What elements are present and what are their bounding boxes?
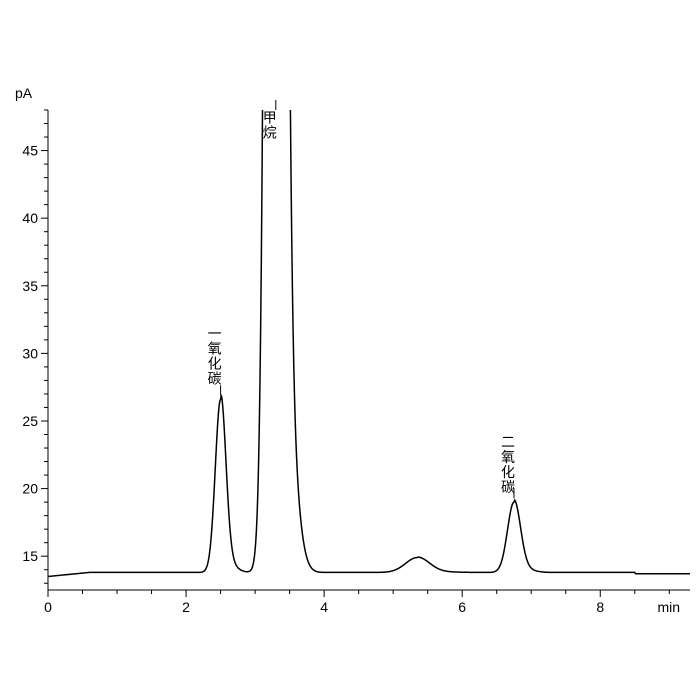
y-tick-label: 40 — [22, 210, 38, 226]
peak-label: 甲烷 — [262, 110, 278, 140]
chart-svg: 15 20 25 30 35 40 45 0 2 4 6 8 pA min 一氧化碳 甲烷二氧化碳 — [0, 0, 700, 700]
x-tick-label: 6 — [458, 599, 466, 615]
y-tick-label: 25 — [22, 413, 38, 429]
x-tick-label: 2 — [182, 599, 190, 615]
y-tick-label: 15 — [22, 548, 38, 564]
x-tick-label: 4 — [320, 599, 328, 615]
y-tick-label: 35 — [22, 278, 38, 294]
y-tick-label: 20 — [22, 481, 38, 497]
chromatogram-chart: 15 20 25 30 35 40 45 0 2 4 6 8 pA min 一氧化碳 甲烷二氧化碳 — [0, 0, 700, 700]
x-axis-label: min — [657, 599, 680, 615]
peak-label: 二氧化碳 — [500, 435, 516, 495]
x-tick-label: 0 — [44, 599, 52, 615]
y-axis-label: pA — [15, 85, 33, 101]
chromatogram-trace — [48, 0, 690, 576]
peak-label: 一氧化碳 — [207, 326, 223, 386]
x-tick-label: 8 — [596, 599, 604, 615]
y-tick-label: 45 — [22, 143, 38, 159]
y-tick-label: 30 — [22, 345, 38, 361]
